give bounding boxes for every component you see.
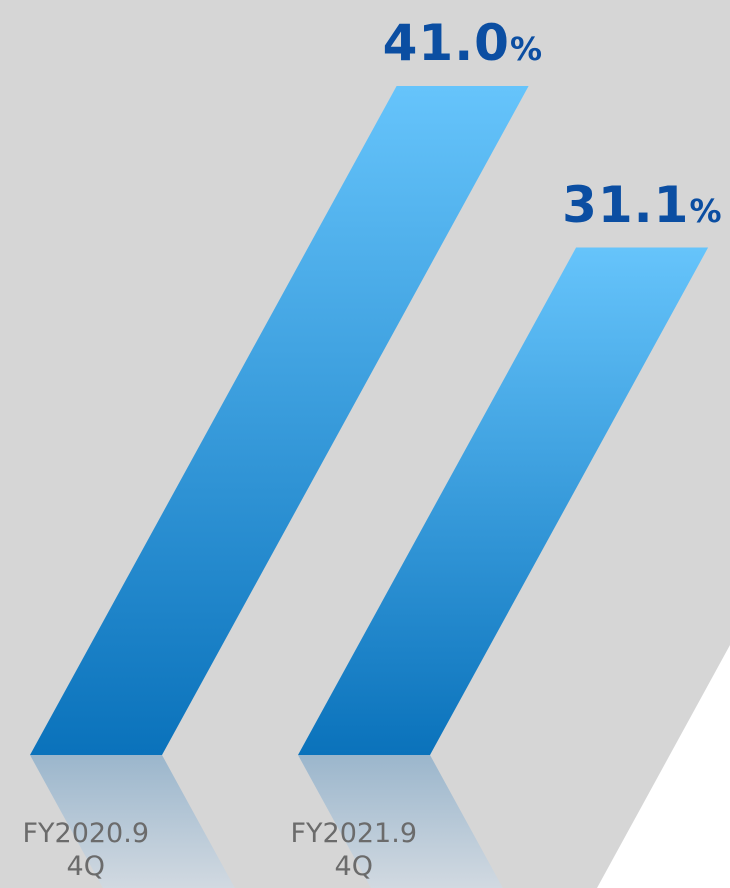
value-label-fy2020: 41.0% <box>382 14 544 72</box>
panel-cutout <box>597 645 730 888</box>
category-label-fy2020: FY2020.9 4Q <box>22 818 150 882</box>
bar-fy2021 <box>298 247 709 755</box>
bar-reflection-fy2020 <box>30 755 235 888</box>
category-label-fy2021: FY2021.9 4Q <box>290 818 418 882</box>
bar-reflection-fy2021 <box>298 755 503 888</box>
bar-fy2020 <box>30 86 529 755</box>
bars-layer <box>30 86 709 888</box>
value-label-fy2021: 31.1% <box>562 175 723 234</box>
